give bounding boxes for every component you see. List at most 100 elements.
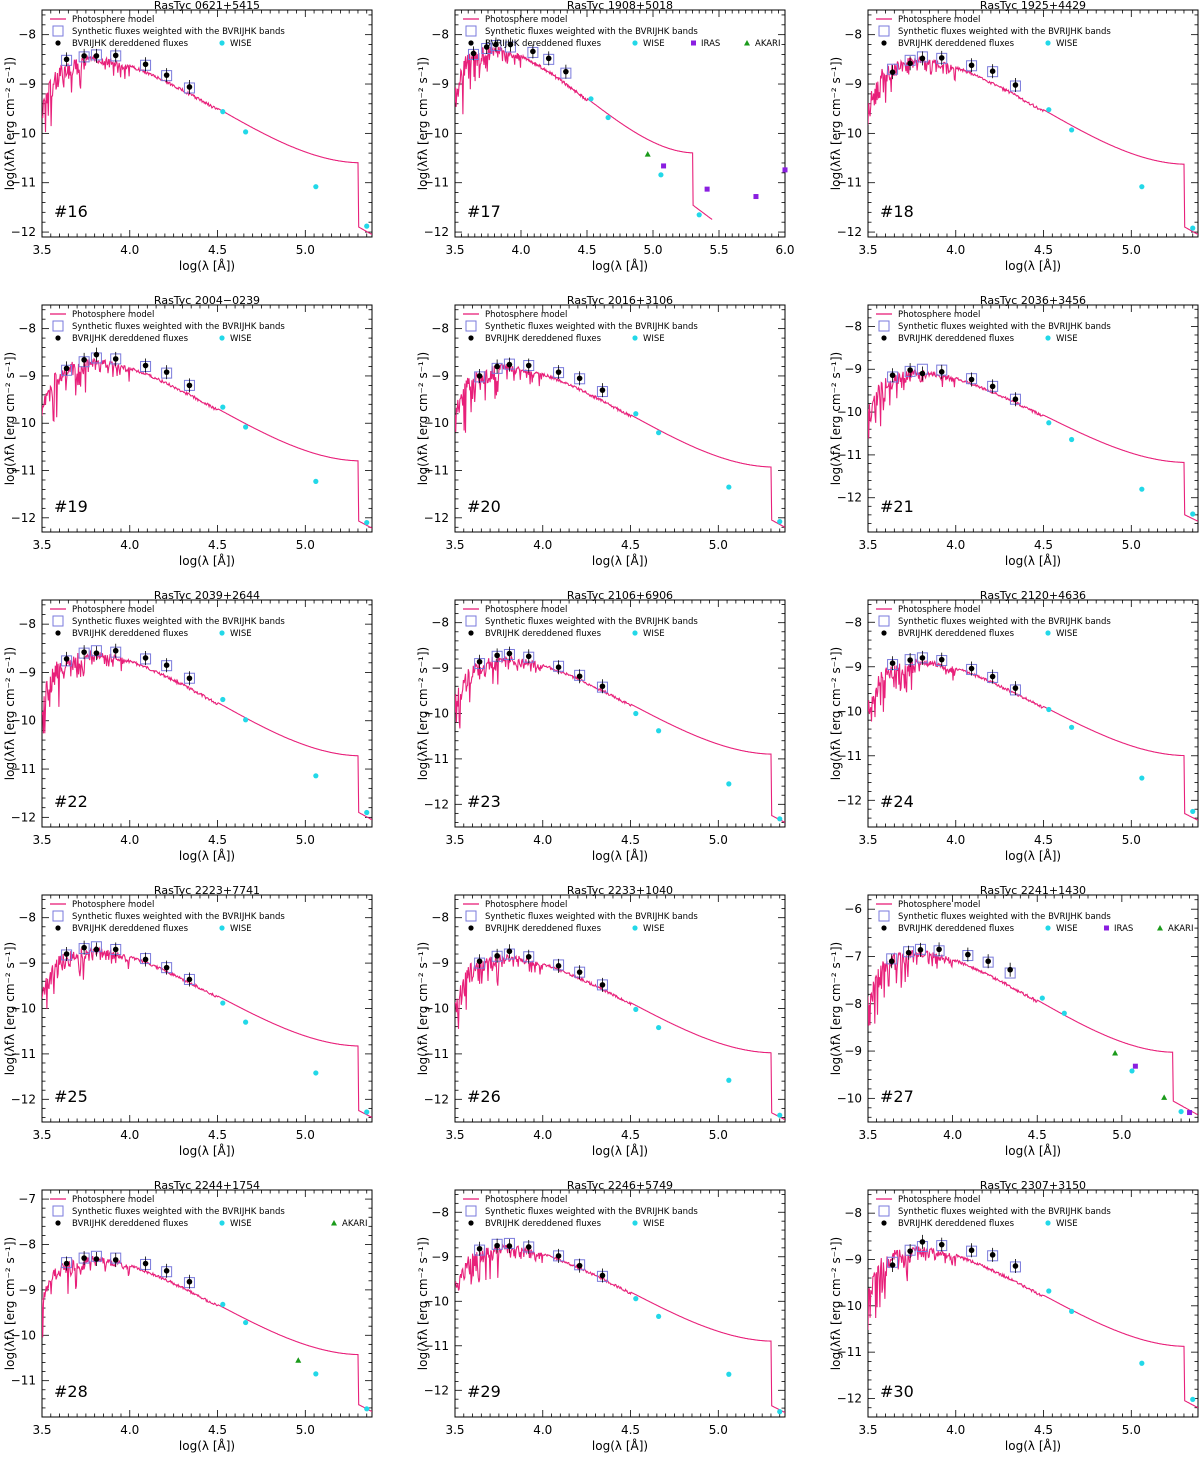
- y-tick-label: −8: [431, 28, 449, 42]
- legend-synthetic-swatch: [52, 320, 64, 332]
- legend-wise-label: WISE: [230, 334, 252, 344]
- legend-dereddened-label: BVRIJHK dereddened fluxes: [72, 39, 189, 49]
- plot-frame: [867, 599, 1199, 828]
- panel-number: #26: [467, 1087, 501, 1106]
- wise-point: [243, 424, 249, 430]
- legend-wise-swatch: [632, 630, 638, 636]
- y-tick-label: −6: [844, 902, 862, 916]
- legend-wise-swatch: [632, 335, 638, 341]
- legend-synthetic-label: Synthetic fluxes weighted with the BVRIJ…: [72, 617, 285, 627]
- y-tick-label: −12: [837, 1391, 862, 1405]
- y-tick-label: −9: [431, 77, 449, 91]
- y-tick-label: −10: [837, 1299, 862, 1313]
- y-axis-label: log(λfλ [erg cm⁻² s⁻¹]): [416, 57, 430, 190]
- y-tick-label: −10: [11, 416, 36, 430]
- x-tick-label: 3.5: [858, 538, 877, 552]
- dereddened-flux-point: [938, 55, 945, 61]
- y-tick-label: −12: [424, 797, 449, 811]
- wise-point: [633, 411, 639, 417]
- legend-dereddened-swatch: [55, 630, 61, 636]
- legend-synthetic-label: Synthetic fluxes weighted with the BVRIJ…: [72, 1207, 285, 1217]
- x-axis-label: log(λ [Å]): [1005, 1438, 1061, 1453]
- dereddened-flux-point: [186, 976, 193, 983]
- sed-chart: RasTyc 1908+5018 −8 −9 −10 −11 −12 3.5 4.0 4.5 5.…: [416, 0, 795, 273]
- chart-title: RasTyc 2004−0239: [154, 295, 260, 307]
- legend-wise-label: WISE: [643, 629, 665, 639]
- y-tick-label: −9: [18, 956, 36, 970]
- dereddened-flux-point: [1012, 685, 1019, 691]
- wise-point: [313, 478, 319, 484]
- x-tick-label: 4.5: [1034, 538, 1053, 552]
- wise-point: [1046, 420, 1052, 426]
- y-tick-label: −12: [11, 511, 36, 525]
- legend-model-label: Photosphere model: [485, 900, 567, 910]
- legend-wise-label: WISE: [230, 1219, 252, 1229]
- legend-dereddened-swatch: [468, 335, 474, 341]
- legend-synthetic-swatch: [878, 1205, 890, 1217]
- wise-point: [726, 1371, 732, 1377]
- wise-point: [777, 1409, 783, 1415]
- x-tick-label: 4.0: [533, 1423, 552, 1437]
- x-tick-label: 4.0: [943, 1128, 962, 1142]
- legend-model-label: Photosphere model: [72, 1195, 154, 1205]
- dereddened-flux-point: [63, 951, 70, 957]
- photosphere-model-line: [42, 945, 372, 1118]
- dereddened-flux-point: [919, 1239, 926, 1245]
- wise-point: [633, 1006, 639, 1013]
- y-tick-label: −11: [424, 1047, 449, 1061]
- legend-wise-swatch: [632, 1220, 638, 1226]
- legend-akari-swatch: [744, 40, 750, 46]
- y-tick-label: −10: [11, 1002, 36, 1016]
- x-tick-label: 3.5: [445, 538, 464, 552]
- y-axis-label: log(λfλ [erg cm⁻² s⁻¹]): [829, 57, 843, 190]
- x-tick-label: 3.5: [858, 1423, 877, 1437]
- y-tick-label: −9: [431, 1250, 449, 1264]
- y-tick-label: −12: [424, 1383, 449, 1397]
- dereddened-flux-point: [93, 53, 100, 59]
- panel-number: #27: [880, 1087, 914, 1106]
- y-tick-label: −10: [11, 126, 36, 140]
- wise-point: [696, 212, 702, 218]
- x-tick-label: 4.5: [208, 1423, 227, 1437]
- sed-panel: RasTyc 2307+3150 −8 −9 −10 −11 −12 3.5 4.0 4.5 5.…: [826, 1180, 1200, 1475]
- y-axis-label: log(λfλ [erg cm⁻² s⁻¹]): [416, 352, 430, 485]
- sed-chart: RasTyc 2039+2644 −8 −9 −10 −11 −12 3.5 4.0 4.5 5.…: [3, 590, 373, 863]
- wise-point: [243, 1019, 249, 1025]
- x-tick-label: 4.0: [120, 833, 139, 847]
- legend-model-label: Photosphere model: [72, 15, 154, 25]
- legend-wise-swatch: [1045, 40, 1051, 46]
- dereddened-flux-point: [599, 982, 606, 988]
- legend-dereddened-label: BVRIJHK dereddened fluxes: [485, 924, 602, 934]
- x-tick-label: 3.5: [32, 833, 51, 847]
- sed-panel: RasTyc 1925+4429 −8 −9 −10 −11 −12 3.5 4.0 4.5 5.…: [826, 0, 1200, 295]
- dereddened-flux-point: [563, 68, 569, 75]
- legend-synthetic-swatch: [52, 1205, 64, 1217]
- legend-synthetic-swatch: [465, 1205, 477, 1217]
- y-tick-label: −11: [11, 464, 36, 478]
- dereddened-flux-point: [968, 376, 975, 383]
- sed-chart: RasTyc 2223+7741 −8 −9 −10 −11 −12 3.5 4.0 4.5 5.…: [3, 885, 373, 1158]
- legend-akari-label: AKARI: [1168, 924, 1193, 934]
- x-tick-label: 3.5: [445, 1128, 464, 1142]
- legend-synthetic-swatch: [878, 320, 890, 332]
- x-tick-label: 3.5: [32, 1423, 51, 1437]
- chart-title: RasTyc 2307+3150: [980, 1180, 1086, 1192]
- x-tick-label: 6.0: [775, 243, 794, 257]
- y-tick-label: −8: [844, 319, 862, 333]
- photosphere-model-line: [42, 1255, 372, 1413]
- legend-wise-label: WISE: [643, 1219, 665, 1229]
- dereddened-flux-point: [163, 662, 170, 669]
- legend-dereddened-label: BVRIJHK dereddened fluxes: [898, 629, 1015, 639]
- y-tick-label: −12: [424, 1092, 449, 1106]
- dereddened-flux-point: [493, 41, 499, 48]
- y-tick-label: −10: [424, 1294, 449, 1308]
- y-tick-label: −10: [424, 416, 449, 430]
- iras-point: [704, 186, 710, 192]
- legend-dereddened-label: BVRIJHK dereddened fluxes: [898, 1219, 1015, 1229]
- y-tick-label: −11: [424, 176, 449, 190]
- dereddened-flux-point: [163, 1268, 170, 1274]
- dereddened-flux-point: [968, 1247, 975, 1254]
- dereddened-flux-point: [545, 55, 552, 62]
- y-tick-label: −9: [431, 956, 449, 970]
- dereddened-flux-point: [142, 1260, 149, 1267]
